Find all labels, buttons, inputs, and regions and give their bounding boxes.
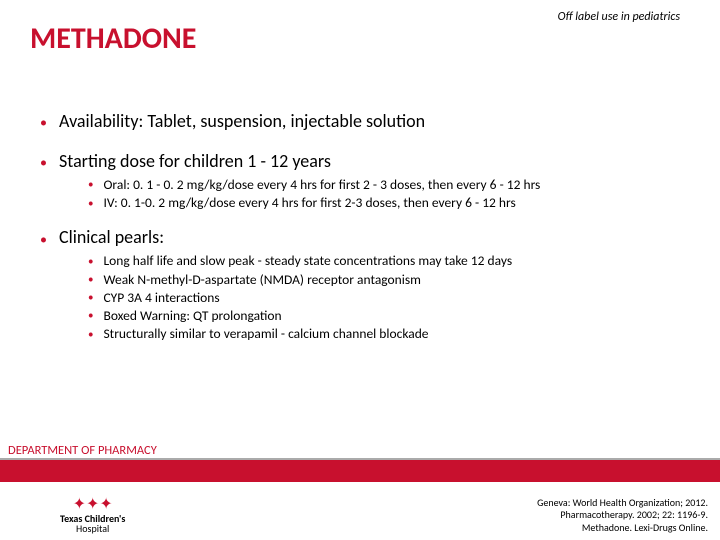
bullet-dot: • [40,154,47,171]
slide-title: METHADONE [30,20,196,57]
bullet-clinical: • Clinical pearls: [40,226,700,248]
bullet-dot: • [88,273,93,286]
sub-bullet: • Weak N-methyl-D-aspartate (NMDA) recept… [88,271,700,289]
content-area: • Availability: Tablet, suspension, injec… [30,110,700,358]
citation-line: Methadone. Lexi-Drugs Online. [537,522,708,535]
sub-bullet: • Structurally similar to verapamil - cal… [88,325,700,343]
bullet-availability: • Availability: Tablet, suspension, injec… [40,110,700,132]
bullet-text: Oral: 0. 1 - 0. 2 mg/kg/dose every 4 hrs… [103,176,540,193]
off-label-note: Off label use in pediatrics [558,10,680,24]
bullet-text: Structurally similar to verapamil - calc… [103,325,428,342]
bullet-starting-dose: • Starting dose for children 1 - 12 years [40,150,700,172]
footer-bar [0,460,720,482]
bullet-text: CYP 3A 4 interactions [103,289,219,306]
bullet-text: IV: 0. 1-0. 2 mg/kg/dose every 4 hrs for… [103,194,515,211]
logo-text: Texas Children's Hospital [60,514,125,534]
bullet-dot: • [88,178,93,191]
citations: Geneva: World Health Organization; 2012.… [537,497,708,535]
bullet-dot: • [40,231,47,248]
logo-icon: ✦✦✦ [60,497,125,513]
starting-dose-sublist: • Oral: 0. 1 - 0. 2 mg/kg/dose every 4 hr… [88,176,700,212]
bullet-text: Clinical pearls: [59,226,164,248]
clinical-sublist: • Long half life and slow peak - steady s… [88,252,700,343]
bullet-dot: • [88,291,93,304]
bullet-dot: • [88,309,93,322]
bullet-text: Long half life and slow peak - steady st… [103,252,512,269]
bullet-text: Weak N-methyl-D-aspartate (NMDA) recepto… [103,271,420,288]
bullet-dot: • [88,197,93,210]
bullet-dot: • [40,114,47,131]
bullet-text: Availability: Tablet, suspension, inject… [59,110,425,132]
sub-bullet-iv: • IV: 0. 1-0. 2 mg/kg/dose every 4 hrs fo… [88,194,700,212]
sub-bullet: • Boxed Warning: QT prolongation [88,307,700,325]
sub-bullet: • Long half life and slow peak - steady s… [88,252,700,270]
bullet-dot: • [88,328,93,341]
sub-bullet-oral: • Oral: 0. 1 - 0. 2 mg/kg/dose every 4 hr… [88,176,700,194]
bullet-text: Boxed Warning: QT prolongation [103,307,281,324]
bullet-dot: • [88,255,93,268]
department-label: DEPARTMENT OF PHARMACY [8,443,157,458]
hospital-logo: ✦✦✦ Texas Children's Hospital [60,497,125,534]
sub-bullet: • CYP 3A 4 interactions [88,289,700,307]
citation-line: Pharmacotherapy. 2002; 22: 1196-9. [537,509,708,522]
logo-line2: Hospital [76,522,109,535]
bullet-text: Starting dose for children 1 - 12 years [59,150,331,172]
